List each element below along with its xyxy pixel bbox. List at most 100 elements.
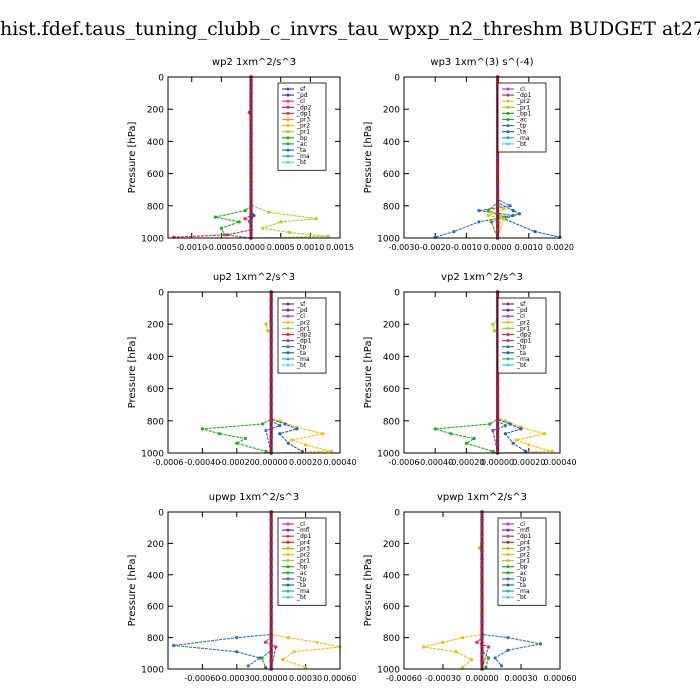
zero-profile-point (249, 91, 253, 95)
x-tick-label: 0.00020 (512, 458, 545, 467)
zero-profile-point (249, 228, 253, 232)
series-point-dp2 (225, 233, 229, 237)
x-tick-label: 0.0005 (267, 243, 295, 252)
legend-marker (286, 308, 290, 312)
legend-entry: _pr1 (296, 558, 310, 565)
legend-marker (506, 522, 510, 526)
series-point-pr2 (315, 640, 319, 644)
legend-entry: _ma (516, 135, 530, 142)
y-tick-label: 200 (147, 321, 164, 331)
legend-marker (286, 540, 290, 544)
chart-title: wp3 1xm^(3) s^(-4) (430, 57, 533, 68)
legend-marker (286, 571, 290, 575)
series-point-ta (524, 449, 528, 453)
series-point-pr2 (290, 438, 294, 442)
y-axis-label: Pressure [hPa] (127, 337, 138, 409)
series-point-tp (235, 650, 239, 654)
legend-marker (286, 589, 290, 593)
y-tick-label: 800 (147, 202, 164, 212)
legend-marker (286, 528, 290, 532)
series-point-bp (260, 656, 264, 660)
legend-marker (286, 363, 290, 367)
x-tick-label: -0.0006 (389, 458, 420, 467)
series-point-ta (511, 441, 515, 445)
series-point-pr2 (286, 636, 290, 640)
x-tick-label: 0.00000 (255, 458, 288, 467)
legend-marker (506, 93, 510, 97)
y-tick-label: 1000 (377, 666, 400, 676)
legend-entry: _cl (516, 313, 525, 320)
zero-profile-point (249, 179, 253, 184)
x-tick-label: 0.00040 (323, 458, 356, 467)
series-point-pr2 (486, 213, 490, 218)
series-point-ac (261, 422, 265, 426)
legend-entry: _dp2 (516, 332, 532, 339)
y-tick-label: 200 (147, 106, 164, 116)
series-line-ac (202, 292, 272, 454)
y-tick-label: 0 (158, 509, 164, 519)
legend-marker (506, 339, 510, 343)
series-point-bp (486, 656, 491, 660)
y-tick-label: 800 (147, 634, 164, 644)
legend-entry: _ac (296, 141, 307, 148)
zero-profile-point (269, 322, 274, 327)
x-tick-label: -0.00030 (219, 674, 255, 683)
series-point-bp (222, 233, 226, 237)
zero-profile-point (249, 220, 253, 224)
plot-frame (167, 511, 341, 670)
y-tick-label: 800 (383, 634, 400, 644)
legend-entry: _tp (296, 576, 306, 583)
series-point-pr1 (314, 217, 318, 221)
series-point-ac (218, 432, 222, 436)
series-point-ac (491, 449, 495, 453)
zero-profile-point (269, 386, 274, 391)
zero-profile-point (495, 402, 500, 407)
legend-entry: _pr1 (516, 325, 530, 332)
series-point-ac (472, 436, 476, 441)
zero-profile-point (269, 620, 274, 624)
zero-profile-point (269, 378, 274, 383)
legend-marker (506, 314, 510, 318)
legend-entry: _tp (516, 576, 526, 583)
zero-profile-point (269, 411, 274, 415)
series-point-pr2 (460, 636, 465, 640)
legend-marker (506, 553, 510, 556)
legend-marker (286, 118, 290, 121)
zero-profile-point (249, 131, 253, 136)
series-point-ta (503, 432, 507, 436)
legend-marker (286, 546, 290, 550)
series-point-tp (477, 220, 481, 224)
series-point-bp1 (486, 209, 490, 213)
legend-entry: _ta (296, 350, 306, 357)
plot-frame (403, 511, 561, 670)
legend-entry: _pr2 (296, 319, 310, 326)
series-point-pr2 (460, 665, 465, 670)
y-tick-label: 800 (383, 202, 400, 212)
series-point-pr2 (421, 645, 426, 649)
zero-profile-point (269, 549, 274, 554)
legend-entry: _ta (516, 350, 526, 357)
x-tick-label: 0.00000 (481, 458, 514, 467)
series-point-ta (283, 422, 287, 426)
legend-entry: _pr4 (296, 539, 310, 546)
legend-marker (286, 320, 290, 324)
legend-marker (506, 546, 510, 550)
zero-profile-point (269, 565, 274, 569)
zero-profile-point (495, 187, 500, 192)
legend-marker (286, 136, 290, 140)
zero-profile-point (249, 171, 253, 176)
legend-entry: _sf (296, 86, 306, 93)
y-tick-label: 200 (383, 106, 400, 116)
legend-marker (506, 118, 510, 121)
series-point-ta (295, 427, 299, 431)
zero-profile-point (495, 212, 500, 216)
y-tick-label: 800 (383, 417, 400, 427)
series-point-tp (172, 643, 176, 648)
zero-profile-point (269, 525, 274, 530)
zero-profile-point (269, 443, 274, 447)
legend-entry: _pr1 (516, 558, 530, 565)
legend-marker (286, 93, 290, 97)
legend-marker (506, 565, 510, 569)
series-point-pr2 (514, 438, 518, 442)
legend-marker (506, 105, 510, 109)
